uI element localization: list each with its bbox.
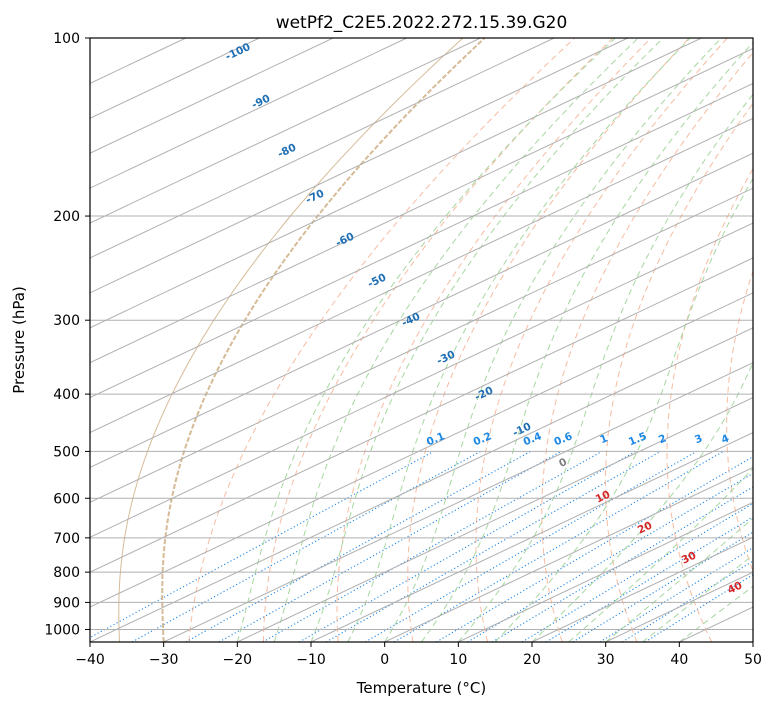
mixing-ratio-label: 4 — [720, 432, 731, 446]
isotherm-line — [237, 397, 753, 642]
x-tick-label: 30 — [597, 652, 615, 668]
y-axis-label: Pressure (hPa) — [10, 286, 28, 394]
y-tick-label: 600 — [53, 491, 80, 507]
y-tick-label: 500 — [53, 444, 80, 460]
mixing-ratio-line — [393, 450, 724, 642]
moist-adiabat-line — [347, 38, 691, 642]
mixing-ratio-label: 1 — [598, 432, 609, 446]
moist-adiabat-line — [421, 41, 753, 642]
mixing-ratio-line — [622, 560, 753, 642]
dry-adiabat-line — [726, 269, 753, 573]
isotherm-line — [310, 431, 753, 642]
isotherm-line — [90, 222, 753, 538]
y-tick-label: 800 — [53, 565, 80, 581]
isotherm-line — [531, 536, 753, 642]
plot-frame — [89, 37, 754, 643]
chart-title: wetPf2_C2E5.2022.272.15.39.G20 — [276, 13, 568, 33]
moist-adiabat-line — [273, 38, 639, 642]
x-tick-label: 0 — [380, 652, 389, 668]
dry-adiabat-label: 20 — [636, 519, 654, 536]
mixing-ratio-line — [521, 502, 753, 642]
dry-adiabat-line — [336, 38, 652, 642]
x-axis-label: Temperature (°C) — [356, 679, 486, 697]
isotherm-line — [90, 38, 702, 329]
isotherm-line — [90, 327, 753, 642]
moist-adiabat-line — [236, 38, 616, 642]
isotherm-line — [90, 82, 753, 399]
isotherm-line — [90, 38, 628, 294]
y-tick-label: 200 — [53, 209, 80, 225]
y-tick-label: 100 — [53, 31, 80, 47]
moist-adiabat-line — [457, 93, 753, 642]
x-tick-label: −10 — [296, 652, 326, 668]
mixing-ratio-label: 3 — [693, 432, 704, 446]
dry-adiabat-label: 10 — [594, 488, 612, 505]
dry-adiabat-line — [475, 38, 728, 642]
mixing-ratio-line — [644, 573, 753, 642]
dry-adiabat-line — [263, 38, 614, 642]
plot-area: -100-90-80-70-60-50-40-30-20-10010203040… — [90, 38, 753, 642]
isotherm-line — [90, 38, 407, 189]
isotherm-line — [163, 362, 753, 642]
isotherm-line — [384, 466, 753, 642]
moist-adiabat-line — [605, 517, 753, 642]
isotherm-line — [90, 117, 753, 434]
moist-adiabat-line — [568, 467, 753, 642]
isotherm-line — [458, 501, 753, 642]
y-tick-label: 1000 — [44, 622, 80, 638]
isotherm-line — [90, 257, 753, 573]
x-tick-label: −30 — [149, 652, 179, 668]
isotherm-line — [90, 292, 753, 608]
mixing-ratio-line — [298, 450, 636, 642]
y-tick-label: 400 — [53, 387, 80, 403]
dry-adiabat-line — [541, 51, 753, 642]
x-tick-label: 20 — [523, 652, 541, 668]
x-tick-label: −20 — [223, 652, 253, 668]
isotherm-line — [90, 38, 334, 154]
ice-curve — [161, 38, 486, 642]
x-tick-label: 40 — [670, 652, 688, 668]
mixing-ratio-line — [599, 547, 753, 642]
x-tick-label: −40 — [75, 652, 105, 668]
ice-curve — [118, 38, 464, 642]
y-tick-label: 300 — [53, 313, 80, 329]
dry-adiabat-label: 30 — [680, 549, 698, 566]
moist-adiabat-line — [384, 38, 722, 642]
y-tick-label: 900 — [53, 595, 80, 611]
x-tick-label: 10 — [449, 652, 467, 668]
mixing-ratio-line — [365, 450, 697, 642]
moist-adiabat-line — [531, 361, 753, 642]
isotherm-label: 0 — [557, 456, 569, 470]
dry-adiabat-line — [188, 38, 576, 642]
y-tick-label: 700 — [53, 531, 80, 547]
x-tick-label: 50 — [744, 652, 762, 668]
isotherm-line — [90, 152, 753, 468]
isotherm-line — [90, 38, 555, 259]
mixing-ratio-line — [325, 450, 661, 642]
isotherm-line — [90, 38, 481, 224]
mixing-ratio-label: 2 — [657, 432, 668, 446]
isotherm-line — [90, 187, 753, 503]
mixing-ratio-line — [218, 450, 562, 642]
isotherm-line — [90, 47, 753, 364]
dry-adiabat-label: 40 — [726, 579, 744, 596]
dry-adiabat-line — [604, 102, 753, 642]
